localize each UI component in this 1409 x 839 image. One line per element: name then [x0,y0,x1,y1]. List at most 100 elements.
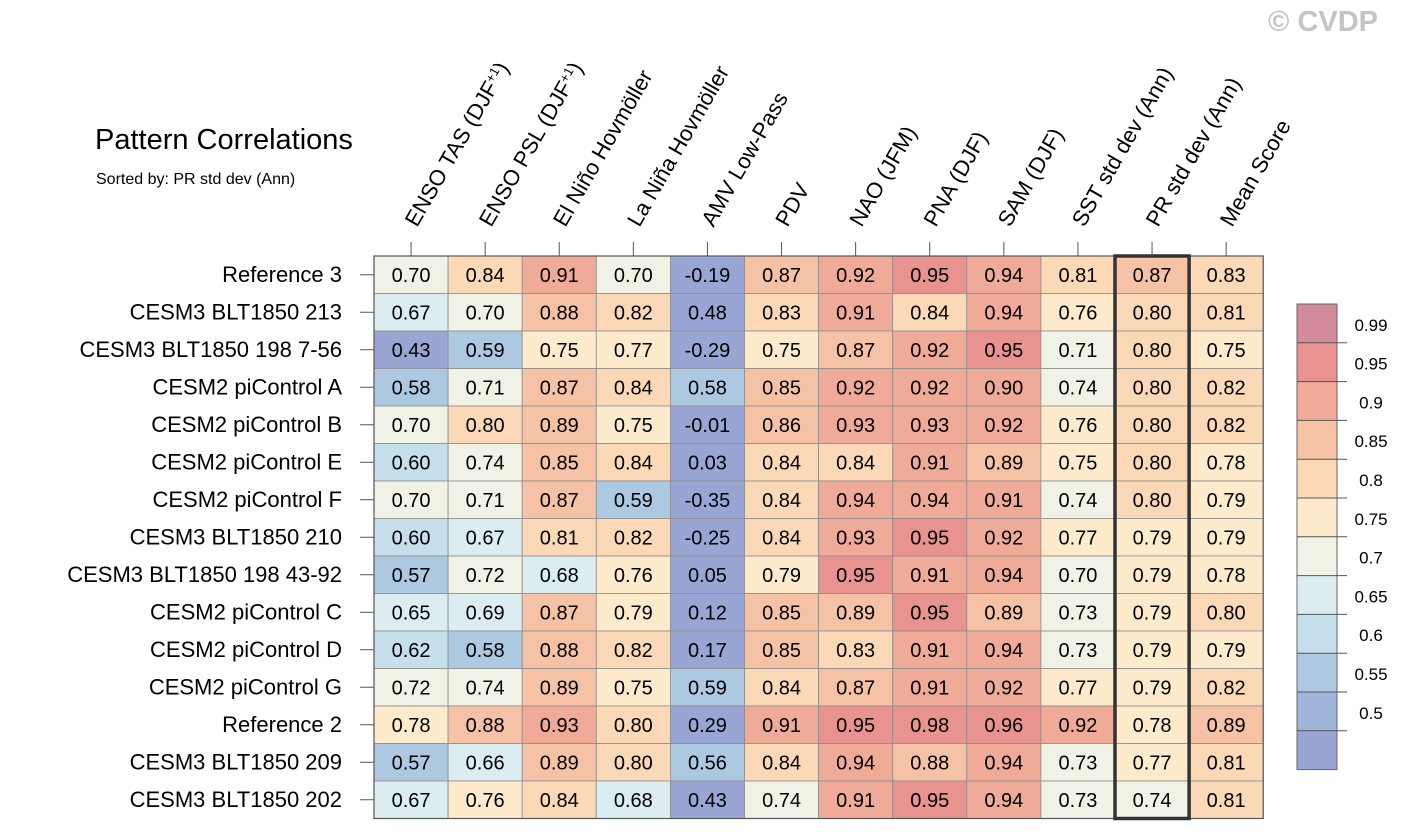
cell-value: 0.89 [836,602,875,624]
heatmap-cell [447,668,523,707]
colorbar-swatch [1297,498,1337,537]
row-label: CESM2 piControl C [150,599,342,624]
cell-value: 0.93 [910,415,949,437]
cell-value: 0.87 [540,490,579,512]
colorbar-swatch [1297,459,1337,498]
cell-value: 0.80 [466,415,505,437]
heatmap-cell [447,293,523,332]
column-label-superscript: +1 [556,64,576,84]
heatmap-cell [521,368,597,407]
heatmap-cell [966,330,1042,369]
heatmap-cell [373,443,449,482]
heatmap-cell [966,630,1042,669]
column-label: NAO (JFM) [844,122,921,231]
heatmap-cell [1188,743,1264,782]
heatmap-cell [521,293,597,332]
row-label: CESM2 piControl G [149,674,342,699]
cell-value: 0.59 [614,490,653,512]
heatmap-cell [818,330,894,369]
heatmap-cell [818,443,894,482]
heatmap-cell [892,368,968,407]
cell-value: 0.87 [836,340,875,362]
cell-value: 0.84 [762,490,801,512]
cell-value: 0.79 [1133,602,1172,624]
heatmap-cell [595,405,671,444]
heatmap-cell [818,743,894,782]
heatmap-cell [966,593,1042,632]
cell-value: 0.84 [762,527,801,549]
cell-value: -0.01 [685,415,731,437]
cell-value: 0.94 [984,302,1023,324]
heatmap-cell [1188,705,1264,744]
row-label: CESM2 piControl F [152,487,342,512]
heatmap-cell [447,405,523,444]
heatmap-cell [521,555,597,594]
heatmap-cell [966,555,1042,594]
cell-value: 0.80 [1207,602,1246,624]
cell-value: 0.91 [984,490,1023,512]
cell-value: 0.82 [1207,677,1246,699]
heatmap-cell [1114,293,1190,332]
colorbar-label: 0.6 [1359,626,1383,645]
cell-value: 0.77 [1058,677,1097,699]
cell-value: 0.91 [910,677,949,699]
heatmap-cell [1040,593,1116,632]
heatmap-cell [744,405,819,444]
heatmap-cell [966,668,1042,707]
heatmap-cell [818,668,894,707]
cell-value: 0.92 [984,527,1023,549]
cell-value: 0.74 [1133,790,1172,812]
cell-value: 0.81 [1058,265,1097,287]
cell-value: 0.67 [466,527,505,549]
cell-value: 0.86 [762,415,801,437]
cell-value: 0.92 [836,265,875,287]
colorbar-swatch [1297,692,1337,731]
colorbar-swatch [1297,342,1337,382]
heatmap-cell [447,368,523,407]
cell-value: 0.91 [762,715,801,737]
heatmap-cell [1040,743,1116,782]
heatmap-cell [892,293,968,332]
cell-value: 0.92 [910,340,949,362]
cell-value: 0.89 [540,752,579,774]
cell-value: 0.82 [614,302,653,324]
heatmap-cell [521,480,597,519]
heatmap-cell [373,480,449,519]
heatmap-cell [818,518,894,557]
cell-value: 0.78 [1133,715,1172,737]
cell-value: 0.89 [1207,715,1246,737]
cell-value: 0.43 [392,340,431,362]
heatmap-cell [818,705,894,744]
copyright-watermark: © CVDP [1268,6,1378,38]
cell-value: 0.77 [614,340,653,362]
colorbar-swatch [1297,730,1337,770]
cell-value: 0.67 [392,790,431,812]
heatmap-cell [744,480,819,519]
heatmap-cell [670,405,745,444]
cell-value: 0.84 [540,790,579,812]
cell-value: 0.69 [466,602,505,624]
cell-value: 0.74 [466,677,505,699]
row-label: CESM3 BLT1850 213 [130,299,342,324]
cell-value: 0.85 [540,452,579,474]
row-label: CESM2 piControl D [150,637,342,662]
colorbar-label: 0.85 [1354,432,1387,451]
cell-value: 0.75 [540,340,579,362]
heatmap-cell [744,443,819,482]
cell-value: 0.59 [688,677,727,699]
heatmap-cell [818,293,894,332]
heatmap-cell [892,780,968,819]
cell-value: 0.85 [762,640,801,662]
cell-value: 0.95 [910,265,949,287]
cell-value: 0.92 [910,377,949,399]
column-label: PNA (DJF) [918,127,992,231]
heatmap-cell [744,780,819,819]
colorbar-label: 0.9 [1359,393,1383,412]
cell-value: 0.94 [910,490,949,512]
column-label: SAM (DJF) [993,124,1069,231]
heatmap-cell [373,593,449,632]
cell-value: 0.75 [614,677,653,699]
cell-value: 0.93 [836,527,875,549]
heatmap-cell [595,705,671,744]
